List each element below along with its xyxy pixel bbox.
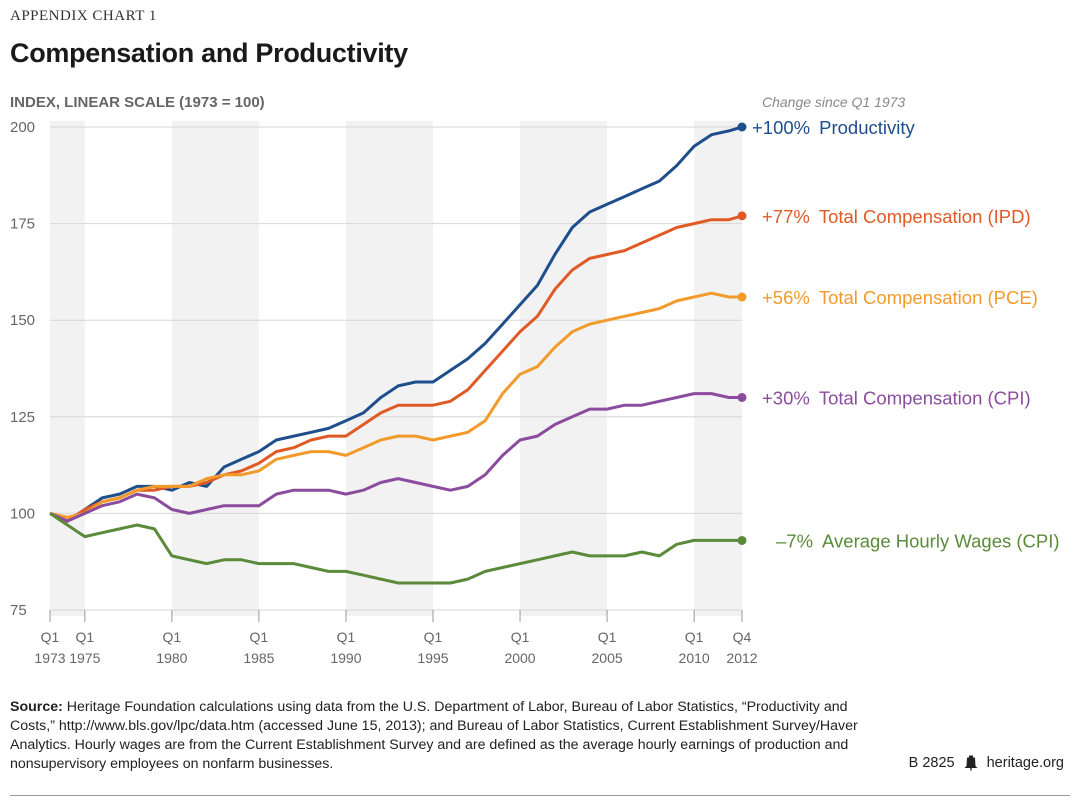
end-label-name: Productivity xyxy=(819,117,915,138)
y-tick-label: 75 xyxy=(10,602,27,619)
x-tick-quarter: Q1 xyxy=(75,629,94,645)
series-lines xyxy=(49,122,747,585)
site-name: heritage.org xyxy=(986,755,1064,771)
x-tick-year: 1985 xyxy=(243,650,274,666)
end-label-change: +56% xyxy=(762,287,810,308)
y-tick-label: 200 xyxy=(10,119,35,136)
x-tick-quarter: Q1 xyxy=(337,629,356,645)
chart-title: Compensation and Productivity xyxy=(10,38,408,68)
end-label-name: Total Compensation (PCE) xyxy=(819,287,1038,308)
y-tick-label: 175 xyxy=(10,216,35,233)
series-line-average-hourly-wages-cpi xyxy=(49,512,742,585)
bottom-rule xyxy=(10,795,1070,796)
x-tick-year: 1973 xyxy=(34,650,65,666)
series-end-labels: +100% Productivity +77% Total Compensation … xyxy=(752,117,1060,551)
shaded-band-1 xyxy=(171,121,259,616)
x-tick-quarter: Q4 xyxy=(733,629,752,645)
end-label-change: –7% xyxy=(776,530,813,551)
shaded-bands xyxy=(50,121,742,616)
series-end-dot-average-hourly-wages-cpi xyxy=(737,535,747,545)
x-tick-quarter: Q1 xyxy=(598,629,617,645)
end-label-total-compensation-ipd: +77% Total Compensation (IPD) xyxy=(762,206,1031,227)
x-tick-quarter: Q1 xyxy=(511,629,530,645)
x-tick-year: 2010 xyxy=(679,650,710,666)
end-label-change: +30% xyxy=(762,387,810,408)
source-note: Source: Heritage Foundation calculations… xyxy=(10,698,870,774)
x-tick-quarter: Q1 xyxy=(250,629,269,645)
gridlines xyxy=(50,126,742,611)
y-tick-label: 125 xyxy=(10,409,35,426)
report-id: B 2825 xyxy=(908,755,955,771)
source-text: Heritage Foundation calculations using d… xyxy=(10,699,858,772)
x-tick-quarter: Q1 xyxy=(424,629,443,645)
x-tick-labels: Q1 1973 Q1 1975 Q1 1980 Q1 1985 Q1 1990 Q1 1995 Q1 20… xyxy=(34,610,758,666)
chart-kicker: APPENDIX CHART 1 xyxy=(10,8,157,24)
x-tick-year: 1975 xyxy=(69,650,100,666)
end-label-change: +100% xyxy=(752,117,810,138)
end-label-total-compensation-pce: +56% Total Compensation (PCE) xyxy=(762,287,1038,308)
y-tick-label: 150 xyxy=(10,312,35,329)
x-tick-year: 1980 xyxy=(156,650,187,666)
y-tick-label: 100 xyxy=(10,505,35,522)
shaded-band-4 xyxy=(694,121,742,616)
end-label-productivity: +100% Productivity xyxy=(752,117,915,138)
end-label-average-hourly-wages-cpi: –7% Average Hourly Wages (CPI) xyxy=(776,530,1060,551)
x-tick-quarter: Q1 xyxy=(163,629,182,645)
end-label-name: Total Compensation (CPI) xyxy=(819,387,1031,408)
end-label-name: Total Compensation (IPD) xyxy=(819,206,1031,227)
y-tick-labels: 75 100 125 150 175 200 xyxy=(10,119,35,619)
x-tick-year: 2005 xyxy=(592,650,623,666)
series-end-dot-total-compensation-ipd xyxy=(737,211,747,221)
source-label: Source: xyxy=(10,699,63,715)
end-label-total-compensation-cpi: +30% Total Compensation (CPI) xyxy=(762,387,1031,408)
change-header: Change since Q1 1973 xyxy=(762,94,906,110)
line-chart: 75 100 125 150 175 200 Q1 1973 Q1 1975 Q1 1980 Q1 19… xyxy=(10,117,1060,666)
liberty-bell-icon xyxy=(964,755,978,771)
series-line-total-compensation-pce xyxy=(49,291,742,519)
y-axis-label: INDEX, LINEAR SCALE (1973 = 100) xyxy=(10,94,265,111)
shaded-band-0 xyxy=(50,121,85,616)
series-end-dot-total-compensation-pce xyxy=(737,292,747,302)
x-tick-quarter: Q1 xyxy=(685,629,704,645)
end-label-name: Average Hourly Wages (CPI) xyxy=(822,530,1060,551)
series-end-dot-total-compensation-cpi xyxy=(737,392,747,402)
shaded-band-2 xyxy=(345,121,433,616)
end-label-change: +77% xyxy=(762,206,810,227)
footer-credit: B 2825 heritage.org xyxy=(909,755,1064,771)
series-line-total-compensation-cpi xyxy=(49,392,742,523)
x-tick-year: 2012 xyxy=(726,650,757,666)
series-end-dot-productivity xyxy=(737,122,747,132)
x-tick-year: 1995 xyxy=(417,650,448,666)
x-tick-quarter: Q1 xyxy=(41,629,60,645)
x-tick-year: 2000 xyxy=(504,650,535,666)
x-tick-year: 1990 xyxy=(330,650,361,666)
